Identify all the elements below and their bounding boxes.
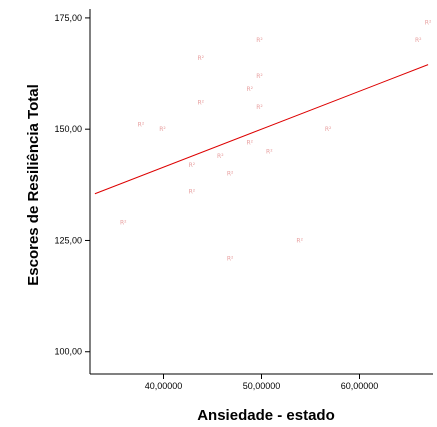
y-tick-label: 125,00	[54, 235, 82, 245]
x-axis-ticks: 40,00000 50,00000 60,00000	[145, 374, 379, 391]
data-point: R²	[197, 99, 204, 106]
x-axis-title: Ansiedade - estado	[197, 407, 335, 424]
data-point: R²	[325, 126, 332, 133]
y-tick-label: 175,00	[54, 13, 82, 23]
data-point: R²	[246, 86, 253, 93]
data-point: R²	[256, 104, 263, 111]
data-point: R²	[415, 37, 422, 44]
x-tick-label: 50,00000	[243, 381, 281, 391]
data-point: R²	[266, 148, 273, 155]
data-point: R²	[296, 237, 303, 244]
data-point: R²	[227, 255, 234, 262]
data-point: R²	[217, 153, 224, 160]
data-point: R²	[138, 122, 145, 129]
data-point: R²	[227, 171, 234, 178]
data-point: R²	[120, 220, 127, 227]
regression-line	[94, 64, 429, 195]
y-axis-ticks: 100,00 125,00 150,00 175,00	[54, 13, 90, 357]
data-point: R²	[189, 162, 196, 169]
data-point: R²	[159, 126, 166, 133]
x-tick-label: 60,00000	[341, 381, 379, 391]
y-tick-label: 100,00	[54, 347, 82, 357]
data-point: R²	[256, 73, 263, 80]
y-axis-title: Escores de Resiliência Total	[25, 84, 42, 285]
data-point: R²	[256, 37, 263, 44]
y-tick-label: 150,00	[54, 124, 82, 134]
data-point: R²	[197, 55, 204, 62]
data-point: R²	[425, 19, 432, 26]
data-point: R²	[246, 140, 253, 147]
x-tick-label: 40,00000	[145, 381, 183, 391]
data-point: R²	[189, 189, 196, 196]
